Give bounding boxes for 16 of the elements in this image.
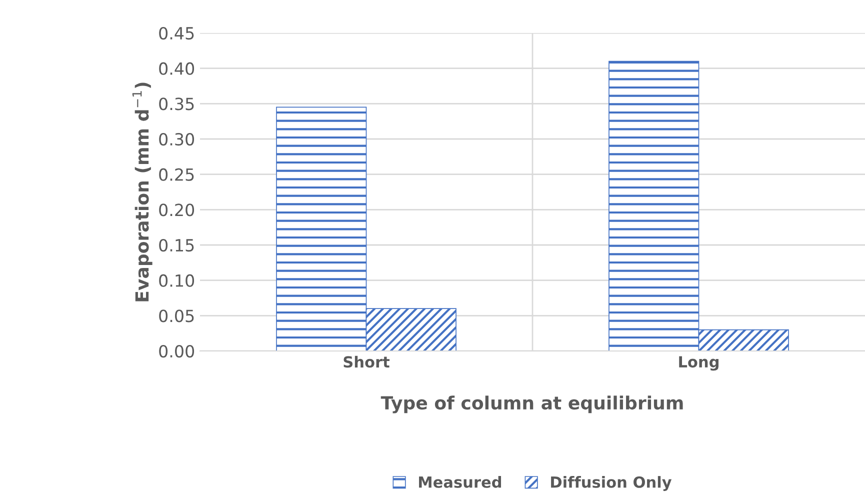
y-tick-label: 0.40	[159, 62, 194, 75]
y-tick-label: 0.00	[159, 344, 194, 358]
y-tick-label: 0.15	[159, 238, 194, 252]
x-axis-title: Type of column at equilibrium	[380, 396, 683, 414]
y-tick-label: 0.30	[159, 132, 194, 146]
y-tick-label: 0.35	[159, 98, 194, 110]
y-tick-label: 0.05	[159, 310, 194, 322]
y-tick-label: 0.25	[159, 168, 194, 181]
y-tick-label: 0.45	[159, 26, 194, 40]
y-tick-label: 0.10	[159, 274, 194, 287]
x-tick-label: Short	[344, 356, 390, 368]
y-axis-title: Evaporation (mm d$^{−1}$)	[132, 82, 152, 302]
legend-label: Measured	[419, 476, 502, 488]
legend-label: Diffusion Only	[551, 476, 672, 491]
x-tick-label: Long	[679, 356, 718, 371]
y-tick-label: 0.20	[159, 204, 194, 216]
